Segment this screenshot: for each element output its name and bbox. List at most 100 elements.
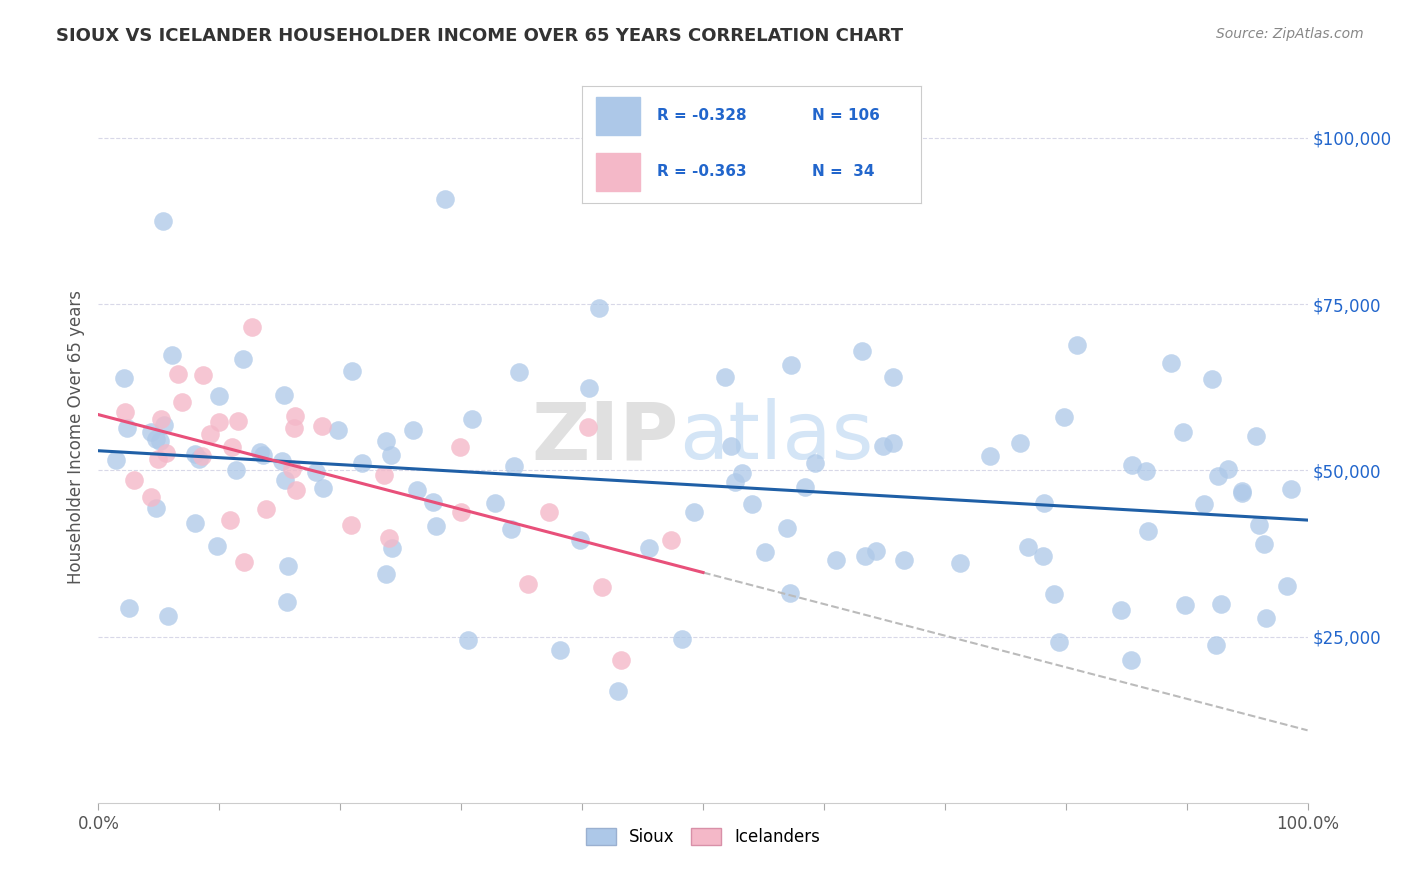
Point	[741, 497, 763, 511]
Point	[167, 367, 190, 381]
Point	[872, 439, 894, 453]
Point	[273, 388, 295, 402]
Point	[157, 609, 180, 624]
Point	[1216, 461, 1239, 475]
Point	[284, 409, 307, 424]
Legend: Sioux, Icelanders: Sioux, Icelanders	[579, 822, 827, 853]
Point	[205, 539, 228, 553]
Point	[152, 417, 174, 432]
Point	[240, 319, 263, 334]
Point	[671, 632, 693, 646]
Point	[422, 495, 444, 509]
Point	[569, 533, 592, 547]
Point	[1173, 425, 1195, 439]
Point	[117, 421, 139, 435]
Point	[378, 531, 401, 545]
Point	[1209, 597, 1232, 611]
Point	[160, 348, 183, 362]
Point	[1032, 496, 1054, 510]
Point	[450, 505, 472, 519]
Point	[588, 301, 610, 315]
Point	[659, 533, 682, 548]
Point	[779, 358, 801, 372]
Point	[350, 456, 373, 470]
Point	[794, 480, 817, 494]
Point	[374, 434, 396, 449]
Point	[433, 192, 456, 206]
Point	[114, 404, 136, 418]
Point	[254, 502, 277, 516]
Point	[276, 595, 298, 609]
Point	[576, 419, 599, 434]
Point	[484, 496, 506, 510]
Point	[1111, 603, 1133, 617]
Point	[145, 501, 167, 516]
Point	[1275, 579, 1298, 593]
Point	[1043, 587, 1066, 601]
Point	[187, 451, 209, 466]
Point	[112, 371, 135, 385]
Point	[610, 653, 633, 667]
Text: atlas: atlas	[679, 398, 873, 476]
Point	[221, 440, 243, 454]
Text: SIOUX VS ICELANDER HOUSEHOLDER INCOME OVER 65 YEARS CORRELATION CHART: SIOUX VS ICELANDER HOUSEHOLDER INCOME OV…	[56, 27, 904, 45]
Point	[1205, 638, 1227, 652]
Point	[208, 415, 231, 429]
Point	[375, 566, 398, 581]
Point	[1119, 653, 1142, 667]
Point	[284, 483, 307, 498]
Point	[502, 458, 524, 473]
Point	[118, 600, 141, 615]
Point	[191, 450, 214, 464]
Point	[882, 436, 904, 450]
Point	[219, 513, 242, 527]
Point	[184, 516, 207, 530]
Point	[683, 506, 706, 520]
Point	[508, 365, 530, 379]
Point	[340, 364, 363, 378]
Point	[1066, 337, 1088, 351]
Point	[1230, 483, 1253, 498]
Point	[730, 467, 752, 481]
Point	[882, 370, 904, 384]
Point	[105, 453, 128, 467]
Point	[578, 381, 600, 395]
Point	[638, 541, 661, 556]
Point	[283, 420, 305, 434]
Point	[606, 684, 628, 698]
Point	[225, 463, 247, 477]
Y-axis label: Householder Income Over 65 years: Householder Income Over 65 years	[66, 290, 84, 584]
Point	[312, 481, 335, 495]
Point	[720, 439, 742, 453]
Point	[425, 518, 447, 533]
Point	[501, 522, 523, 536]
Point	[1253, 536, 1275, 550]
Point	[865, 544, 887, 558]
Point	[630, 186, 652, 200]
Text: Source: ZipAtlas.com: Source: ZipAtlas.com	[1216, 27, 1364, 41]
Point	[1160, 356, 1182, 370]
Point	[1230, 486, 1253, 500]
Point	[538, 505, 561, 519]
Point	[149, 412, 172, 426]
Point	[517, 576, 540, 591]
Point	[591, 580, 613, 594]
Point	[1135, 464, 1157, 478]
Point	[1254, 611, 1277, 625]
Point	[949, 556, 972, 570]
Point	[1192, 497, 1215, 511]
Point	[775, 521, 797, 535]
Point	[979, 449, 1001, 463]
Point	[449, 440, 471, 454]
Point	[1017, 540, 1039, 554]
Point	[779, 586, 801, 600]
Point	[170, 394, 193, 409]
Point	[328, 423, 350, 437]
Point	[249, 445, 271, 459]
Point	[380, 448, 402, 462]
Point	[381, 541, 404, 556]
Point	[155, 446, 177, 460]
Point	[406, 483, 429, 497]
Point	[1032, 549, 1054, 563]
Point	[1174, 599, 1197, 613]
